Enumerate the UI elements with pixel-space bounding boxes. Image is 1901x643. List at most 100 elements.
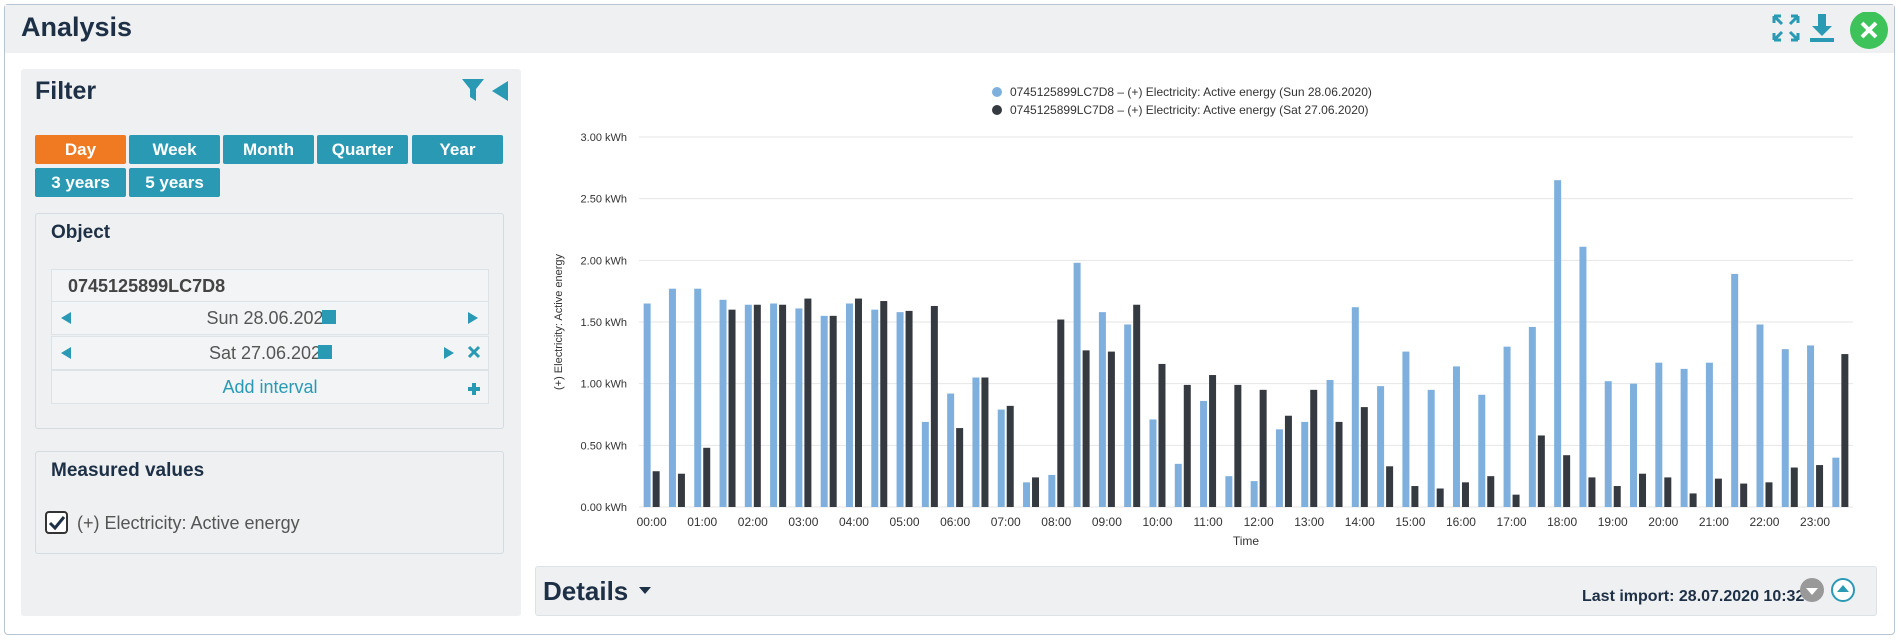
bar — [921, 421, 929, 507]
bar — [956, 428, 964, 507]
interval-date[interactable]: Sun 28.06.2020 — [206, 307, 334, 328]
bar — [854, 298, 862, 507]
bar — [1563, 455, 1571, 507]
x-tick-label: 23:00 — [1800, 515, 1830, 529]
x-tick-label: 18:00 — [1547, 515, 1577, 529]
bar — [1183, 384, 1191, 507]
measured-title: Measured values — [51, 460, 205, 481]
bar — [668, 288, 676, 507]
y-tick-label: 0.50 kWh — [581, 440, 627, 452]
x-axis-title: Time — [1233, 534, 1260, 548]
bar — [896, 312, 904, 507]
bar — [1487, 476, 1495, 507]
y-tick-label: 2.50 kWh — [581, 194, 627, 206]
period-button[interactable]: Month — [223, 135, 314, 164]
bar — [1680, 368, 1688, 507]
object-box — [35, 213, 504, 429]
calendar-icon[interactable] — [318, 345, 332, 359]
bar — [1604, 381, 1612, 507]
caret-icon — [639, 587, 651, 594]
bar — [1310, 389, 1318, 507]
y-tick-label: 3.00 kWh — [581, 132, 627, 144]
legend-marker — [992, 105, 1002, 115]
bar — [643, 303, 651, 507]
legend-label: 0745125899LC7D8 – (+) Electricity: Activ… — [1010, 85, 1372, 99]
download-icon[interactable] — [1810, 14, 1834, 42]
bar — [1427, 389, 1435, 507]
bar — [1411, 486, 1419, 507]
bar — [1124, 324, 1132, 507]
bar — [1107, 351, 1115, 507]
header-title: Analysis — [21, 12, 133, 42]
bar — [1554, 180, 1562, 507]
filter-icon[interactable] — [460, 77, 510, 105]
bar — [1234, 384, 1242, 507]
bar — [1158, 363, 1166, 507]
bar — [1781, 349, 1789, 507]
period-button[interactable]: 5 years — [129, 168, 220, 197]
add-interval[interactable]: Add interval — [222, 376, 318, 397]
y-tick-label: 0.00 kWh — [581, 502, 627, 514]
bar — [829, 315, 837, 507]
measured-item: (+) Electricity: Active energy — [77, 513, 300, 533]
period-button[interactable]: 3 years — [35, 168, 126, 197]
interval-date[interactable]: Sat 27.06.2020 — [208, 342, 332, 363]
x-tick-label: 14:00 — [1345, 515, 1375, 529]
x-tick-label: 06:00 — [940, 515, 970, 529]
bar — [871, 309, 879, 507]
checkbox[interactable] — [45, 511, 69, 535]
bar — [997, 409, 1005, 507]
period-button[interactable]: Year — [412, 135, 503, 164]
calendar-icon[interactable] — [322, 310, 336, 324]
x-tick-label: 12:00 — [1244, 515, 1274, 529]
add-interval-row: Add interval — [51, 370, 489, 404]
scroll-icons — [1800, 578, 1855, 602]
bar — [1452, 366, 1460, 507]
bar — [744, 304, 752, 507]
bar — [1082, 350, 1090, 507]
bar — [1006, 405, 1014, 507]
bar — [753, 304, 761, 507]
bar — [703, 447, 711, 507]
bar — [1503, 346, 1511, 507]
bar — [652, 471, 660, 507]
prev-icon[interactable] — [61, 347, 71, 359]
window — [4, 4, 1895, 635]
bar — [947, 393, 955, 507]
fullscreen-icon[interactable] — [1772, 14, 1800, 42]
y-tick-label: 1.50 kWh — [581, 317, 627, 329]
bar — [1133, 304, 1141, 507]
bar — [1740, 483, 1748, 507]
remove-icon[interactable] — [467, 345, 481, 359]
x-tick-label: 21:00 — [1699, 515, 1729, 529]
legend-label: 0745125899LC7D8 – (+) Electricity: Activ… — [1010, 103, 1369, 117]
x-tick-label: 16:00 — [1446, 515, 1476, 529]
details-title[interactable]: Details — [543, 576, 629, 606]
period-button[interactable]: Day — [35, 135, 126, 164]
bar — [1832, 457, 1840, 507]
bar — [1436, 488, 1444, 507]
bar — [1335, 421, 1343, 507]
bar — [1032, 477, 1040, 507]
x-tick-label: 19:00 — [1598, 515, 1628, 529]
bar — [1731, 273, 1739, 507]
measured-box — [35, 451, 504, 554]
next-icon[interactable] — [444, 347, 454, 359]
x-tick-label: 10:00 — [1142, 515, 1172, 529]
add-icon[interactable] — [468, 383, 480, 395]
period-button[interactable]: Quarter — [317, 135, 408, 164]
period-button[interactable]: Week — [129, 135, 220, 164]
bar — [1705, 362, 1713, 507]
bar — [694, 288, 702, 507]
bar — [1351, 307, 1359, 507]
x-tick-label: 02:00 — [738, 515, 768, 529]
bar — [1048, 474, 1056, 507]
x-tick-label: 15:00 — [1395, 515, 1425, 529]
x-tick-label: 09:00 — [1092, 515, 1122, 529]
next-icon[interactable] — [468, 312, 478, 324]
bar — [1098, 312, 1106, 507]
bar — [770, 303, 778, 507]
prev-icon[interactable] — [61, 312, 71, 324]
